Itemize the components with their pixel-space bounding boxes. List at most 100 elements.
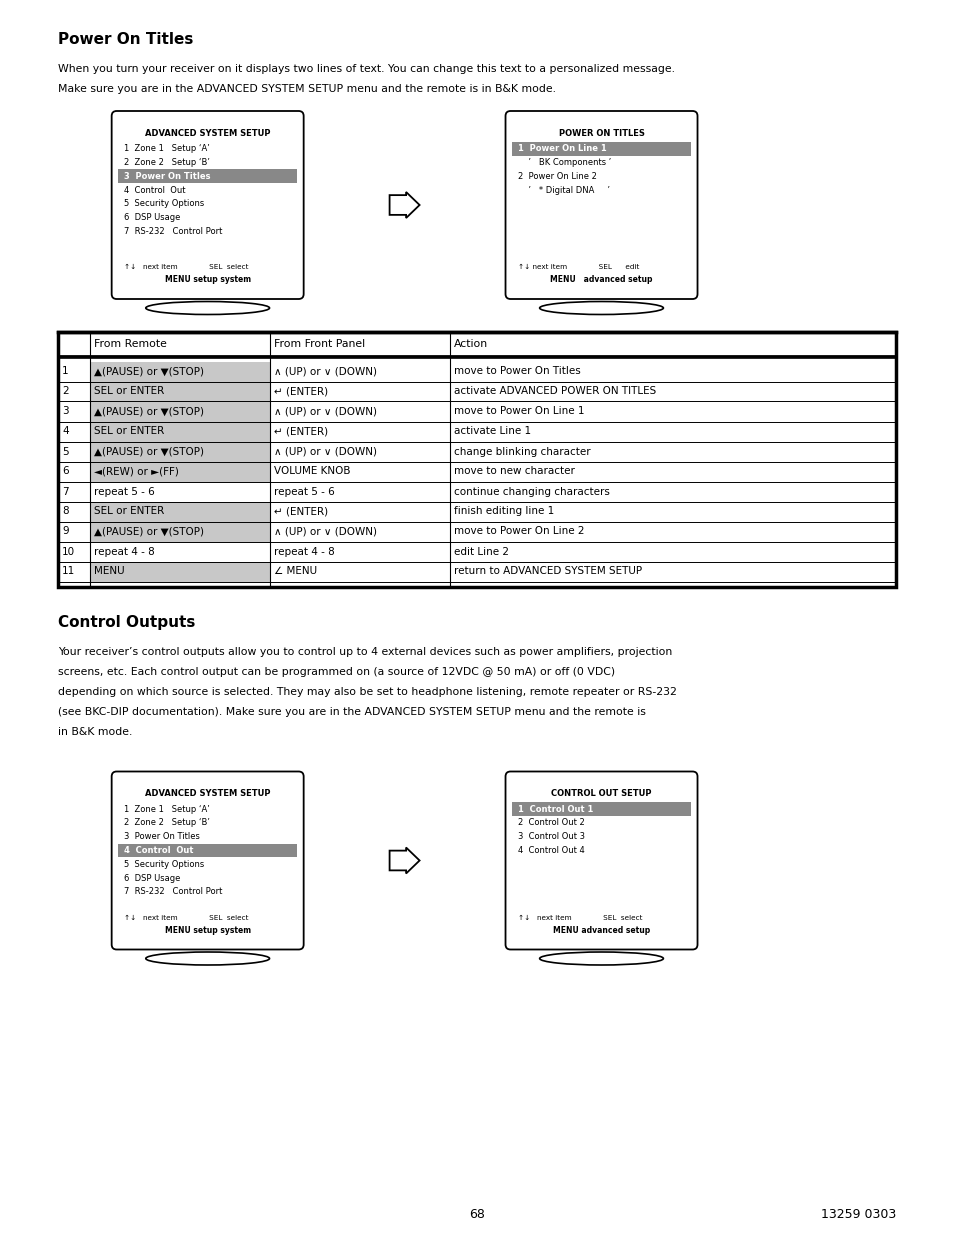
Text: ↑↓   next item              SEL  select: ↑↓ next item SEL select	[124, 264, 248, 270]
Text: 2  Control Out 2: 2 Control Out 2	[517, 819, 583, 827]
FancyBboxPatch shape	[112, 772, 303, 950]
Text: 4  Control Out 4: 4 Control Out 4	[517, 846, 583, 855]
Ellipse shape	[146, 952, 270, 965]
Text: 3  Power On Titles: 3 Power On Titles	[124, 172, 210, 180]
Text: Action: Action	[454, 338, 488, 348]
Text: 10: 10	[62, 547, 75, 557]
Text: ▲(PAUSE) or ▼(STOP): ▲(PAUSE) or ▼(STOP)	[93, 447, 204, 457]
Bar	[90, 441, 270, 462]
Text: 6  DSP Usage: 6 DSP Usage	[124, 214, 180, 222]
Text: ’   BK Components ’: ’ BK Components ’	[517, 158, 610, 167]
Text: ↵ (ENTER): ↵ (ENTER)	[274, 506, 328, 516]
Text: 2: 2	[62, 387, 69, 396]
Text: MENU advanced setup: MENU advanced setup	[553, 926, 649, 935]
Bar	[90, 562, 270, 582]
Text: 2  Power On Line 2: 2 Power On Line 2	[517, 172, 596, 180]
Bar	[90, 401, 270, 421]
Text: ↵ (ENTER): ↵ (ENTER)	[274, 387, 328, 396]
Text: 3: 3	[62, 406, 69, 416]
Polygon shape	[389, 191, 419, 219]
FancyBboxPatch shape	[505, 772, 697, 950]
FancyBboxPatch shape	[112, 111, 303, 299]
Text: move to Power On Line 1: move to Power On Line 1	[454, 406, 584, 416]
Bar	[512, 142, 690, 156]
Text: 7  RS-232   Control Port: 7 RS-232 Control Port	[124, 888, 222, 897]
Text: ADVANCED SYSTEM SETUP: ADVANCED SYSTEM SETUP	[145, 789, 270, 799]
Text: 8: 8	[62, 506, 69, 516]
Text: ∧ (UP) or ∨ (DOWN): ∧ (UP) or ∨ (DOWN)	[274, 406, 376, 416]
Text: repeat 5 - 6: repeat 5 - 6	[93, 487, 154, 496]
Bar	[512, 803, 690, 816]
Text: ↑↓   next item              SEL  select: ↑↓ next item SEL select	[517, 914, 641, 920]
Text: 1  Zone 1   Setup ‘A’: 1 Zone 1 Setup ‘A’	[124, 144, 210, 153]
Text: repeat 4 - 8: repeat 4 - 8	[93, 547, 154, 557]
Text: 13259 0303: 13259 0303	[820, 1209, 895, 1221]
Text: 5  Security Options: 5 Security Options	[124, 860, 204, 869]
Text: change blinking character: change blinking character	[454, 447, 590, 457]
Bar	[90, 462, 270, 482]
Text: repeat 4 - 8: repeat 4 - 8	[274, 547, 335, 557]
Bar	[118, 844, 296, 857]
Polygon shape	[389, 847, 419, 873]
Text: 2  Zone 2   Setup ‘B’: 2 Zone 2 Setup ‘B’	[124, 819, 210, 827]
Text: activate Line 1: activate Line 1	[454, 426, 531, 436]
Text: 5: 5	[62, 447, 69, 457]
Text: in B&K mode.: in B&K mode.	[58, 726, 132, 736]
Bar	[118, 169, 296, 183]
Text: SEL or ENTER: SEL or ENTER	[93, 506, 164, 516]
Text: ↑↓ next item              SEL      edit: ↑↓ next item SEL edit	[517, 264, 639, 270]
Text: SEL or ENTER: SEL or ENTER	[93, 387, 164, 396]
Text: 1: 1	[62, 367, 69, 377]
Text: 4: 4	[62, 426, 69, 436]
Bar	[90, 421, 270, 441]
Text: MENU: MENU	[93, 567, 124, 577]
Text: 5  Security Options: 5 Security Options	[124, 199, 204, 209]
Bar	[90, 501, 270, 521]
Text: 3  Control Out 3: 3 Control Out 3	[517, 832, 584, 841]
Text: ∧ (UP) or ∨ (DOWN): ∧ (UP) or ∨ (DOWN)	[274, 367, 376, 377]
Text: move to Power On Line 2: move to Power On Line 2	[454, 526, 584, 536]
Text: 4  Control  Out: 4 Control Out	[124, 846, 193, 855]
Text: return to ADVANCED SYSTEM SETUP: return to ADVANCED SYSTEM SETUP	[454, 567, 641, 577]
Text: 2  Zone 2   Setup ‘B’: 2 Zone 2 Setup ‘B’	[124, 158, 210, 167]
Text: 4  Control  Out: 4 Control Out	[124, 185, 185, 195]
Text: 11: 11	[62, 567, 75, 577]
Text: (see BKC-DIP documentation). Make sure you are in the ADVANCED SYSTEM SETUP menu: (see BKC-DIP documentation). Make sure y…	[58, 706, 645, 716]
Text: 7: 7	[62, 487, 69, 496]
Text: repeat 5 - 6: repeat 5 - 6	[274, 487, 335, 496]
Bar	[90, 362, 270, 382]
Text: Control Outputs: Control Outputs	[58, 615, 195, 630]
Bar	[90, 382, 270, 401]
Text: POWER ON TITLES: POWER ON TITLES	[558, 128, 644, 138]
Text: ∧ (UP) or ∨ (DOWN): ∧ (UP) or ∨ (DOWN)	[274, 526, 376, 536]
Text: 6  DSP Usage: 6 DSP Usage	[124, 873, 180, 883]
Text: ↵ (ENTER): ↵ (ENTER)	[274, 426, 328, 436]
Text: move to new character: move to new character	[454, 467, 575, 477]
Text: Your receiver’s control outputs allow you to control up to 4 external devices su: Your receiver’s control outputs allow yo…	[58, 646, 672, 657]
Text: ▲(PAUSE) or ▼(STOP): ▲(PAUSE) or ▼(STOP)	[93, 406, 204, 416]
Text: 6: 6	[62, 467, 69, 477]
Text: ↑↓   next item              SEL  select: ↑↓ next item SEL select	[124, 914, 248, 920]
Text: MENU   advanced setup: MENU advanced setup	[550, 275, 652, 284]
Text: ▲(PAUSE) or ▼(STOP): ▲(PAUSE) or ▼(STOP)	[93, 526, 204, 536]
Text: VOLUME KNOB: VOLUME KNOB	[274, 467, 350, 477]
Text: move to Power On Titles: move to Power On Titles	[454, 367, 580, 377]
Text: Make sure you are in the ADVANCED SYSTEM SETUP menu and the remote is in B&K mod: Make sure you are in the ADVANCED SYSTEM…	[58, 84, 556, 94]
Text: MENU setup system: MENU setup system	[165, 926, 251, 935]
Text: From Remote: From Remote	[93, 338, 167, 348]
Text: screens, etc. Each control output can be programmed on (a source of 12VDC @ 50 m: screens, etc. Each control output can be…	[58, 667, 615, 677]
Ellipse shape	[539, 301, 662, 315]
Text: CONTROL OUT SETUP: CONTROL OUT SETUP	[551, 789, 651, 799]
Text: 68: 68	[469, 1209, 484, 1221]
Text: 3  Power On Titles: 3 Power On Titles	[124, 832, 199, 841]
Text: ▲(PAUSE) or ▼(STOP): ▲(PAUSE) or ▼(STOP)	[93, 367, 204, 377]
Text: 7  RS-232   Control Port: 7 RS-232 Control Port	[124, 227, 222, 236]
Text: edit Line 2: edit Line 2	[454, 547, 509, 557]
Bar	[58, 332, 895, 587]
Text: ∧ (UP) or ∨ (DOWN): ∧ (UP) or ∨ (DOWN)	[274, 447, 376, 457]
Text: ADVANCED SYSTEM SETUP: ADVANCED SYSTEM SETUP	[145, 128, 270, 138]
Text: continue changing characters: continue changing characters	[454, 487, 609, 496]
Text: ◄(REW) or ►(FF): ◄(REW) or ►(FF)	[93, 467, 178, 477]
Text: activate ADVANCED POWER ON TITLES: activate ADVANCED POWER ON TITLES	[454, 387, 656, 396]
Text: Power On Titles: Power On Titles	[58, 32, 193, 47]
